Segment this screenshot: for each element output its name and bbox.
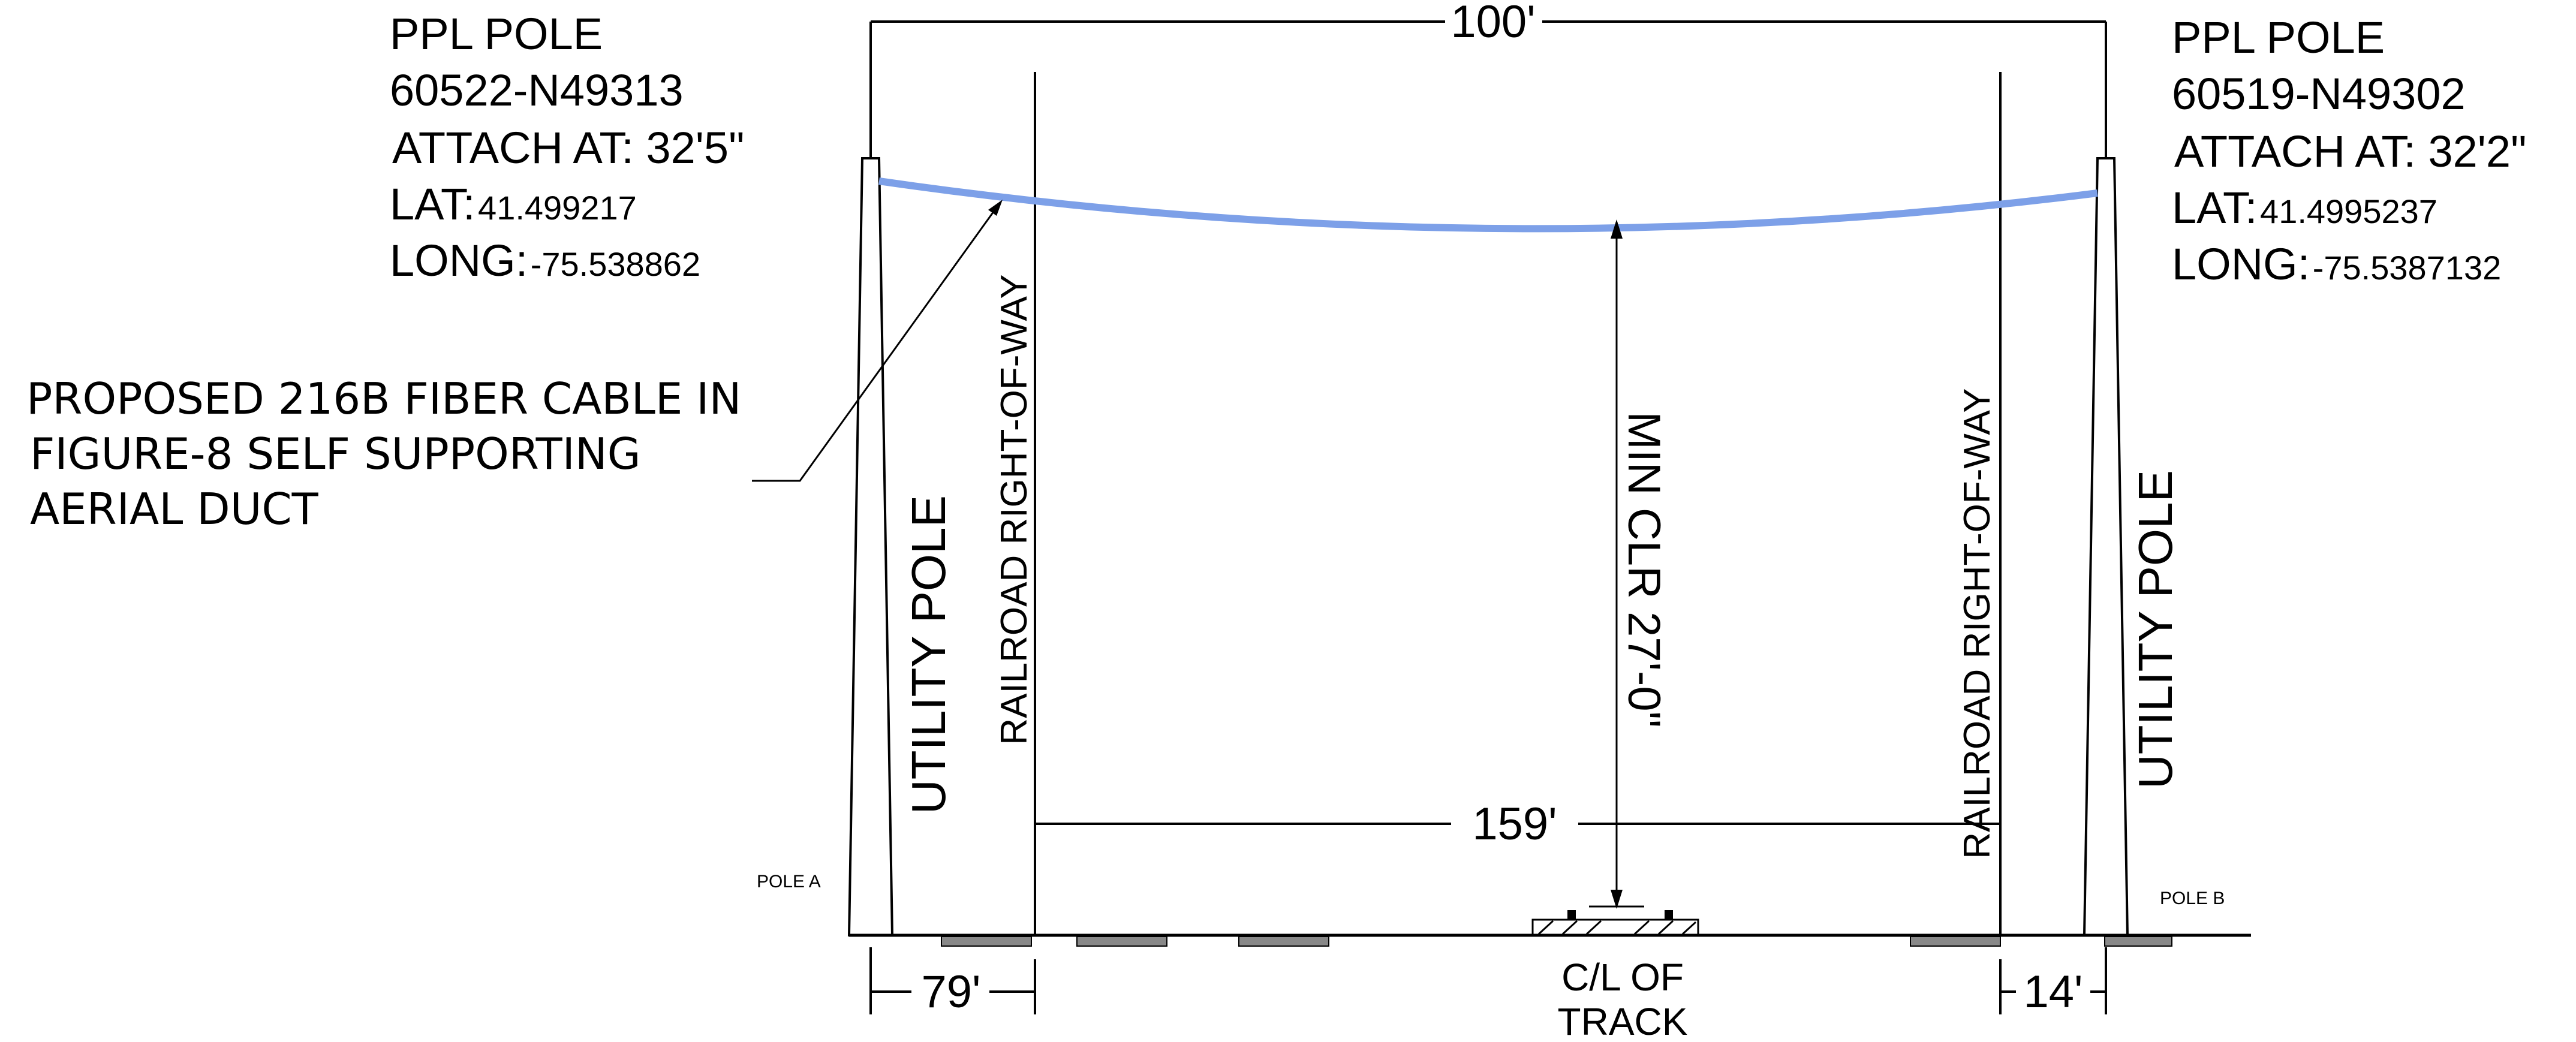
pole-b-lat: LAT: 41.4995237 — [2172, 183, 2437, 233]
row-left-label: RAILROAD RIGHT-OF-WAY — [994, 274, 1035, 745]
left-offset-label: 79' — [921, 966, 980, 1017]
pole-a-attach-value: 32'5" — [646, 123, 744, 173]
track-tie-2 — [1076, 936, 1167, 947]
pole-a-attach: ATTACH AT: 32'5" — [392, 123, 744, 173]
pole-b-number: 60519-N49302 — [2172, 69, 2466, 119]
pole-b — [2083, 157, 2129, 936]
clearance-dimension: MIN CLR 27'-0" — [1611, 219, 1669, 909]
pole-b-title: PPL POLE — [2172, 13, 2385, 62]
pole-a-lat: LAT: 41.499217 — [390, 179, 637, 229]
left-offset-dimension: 79' — [869, 947, 1036, 1017]
row-right-label: RAILROAD RIGHT-OF-WAY — [1957, 388, 1998, 859]
track-tie-4 — [1910, 936, 2001, 947]
pole-a-long-value: -75.538862 — [531, 245, 700, 283]
pole-b-attach-value: 32'2" — [2428, 127, 2526, 176]
track-label-line1: C/L OF — [1561, 956, 1684, 999]
fiber-callout: PROPOSED 216B FIBER CABLE IN FIGURE-8 SE… — [26, 374, 741, 534]
pole-a — [847, 157, 894, 936]
callout-line1: PROPOSED 216B FIBER CABLE IN — [26, 374, 741, 424]
track-ties — [941, 936, 2172, 947]
row-width-label: 159' — [1472, 799, 1557, 850]
pole-a-lat-label: LAT: — [390, 179, 476, 229]
row-width-dimension: 159' — [1035, 799, 2000, 850]
callout-line2: FIGURE-8 SELF SUPPORTING — [30, 429, 641, 479]
track-tie-3 — [1238, 936, 1329, 947]
callout-leader — [752, 200, 1003, 482]
clearance-label: MIN CLR 27'-0" — [1618, 411, 1669, 727]
right-offset-dimension: 14' — [1999, 947, 2107, 1017]
pole-b-label: UTILITY POLE — [2129, 470, 2182, 789]
pole-a-number: 60522-N49313 — [390, 65, 684, 115]
pole-a-title: PPL POLE — [390, 9, 603, 59]
span-dimension: 100' — [869, 0, 2107, 158]
track-label-line2: TRACK — [1558, 1000, 1688, 1042]
right-offset-label: 14' — [2023, 966, 2083, 1017]
pole-b-tag: POLE B — [2160, 889, 2225, 908]
pole-b-lat-label: LAT: — [2172, 183, 2258, 233]
pole-a-info: PPL POLE 60522-N49313 ATTACH AT: 32'5" L… — [390, 9, 744, 285]
pole-b-long-value: -75.5387132 — [2313, 249, 2502, 287]
pole-a-long: LONG: -75.538862 — [390, 236, 700, 285]
pole-b-long-label: LONG: — [2172, 239, 2310, 289]
pole-b-attach-label: ATTACH AT: — [2174, 127, 2416, 176]
span-dimension-label: 100' — [1450, 0, 1535, 47]
pole-a-attach-label: ATTACH AT: — [392, 123, 634, 173]
pole-a-label: UTILITY POLE — [902, 495, 955, 814]
center-track — [1531, 905, 1699, 936]
pole-a-lat-value: 41.499217 — [478, 189, 637, 227]
pole-b-info: PPL POLE 60519-N49302 ATTACH AT: 32'2" L… — [2172, 13, 2526, 289]
track-tie-5 — [2104, 936, 2172, 947]
pole-b-attach: ATTACH AT: 32'2" — [2174, 127, 2526, 176]
pole-b-long: LONG: -75.5387132 — [2172, 239, 2501, 289]
callout-line3: AERIAL DUCT — [30, 484, 319, 534]
fiber-cable — [878, 177, 2098, 233]
track-tie-1 — [941, 936, 1032, 947]
pole-b-lat-value: 41.4995237 — [2260, 192, 2437, 230]
pole-a-long-label: LONG: — [390, 236, 528, 285]
pole-a-tag: POLE A — [757, 872, 821, 892]
